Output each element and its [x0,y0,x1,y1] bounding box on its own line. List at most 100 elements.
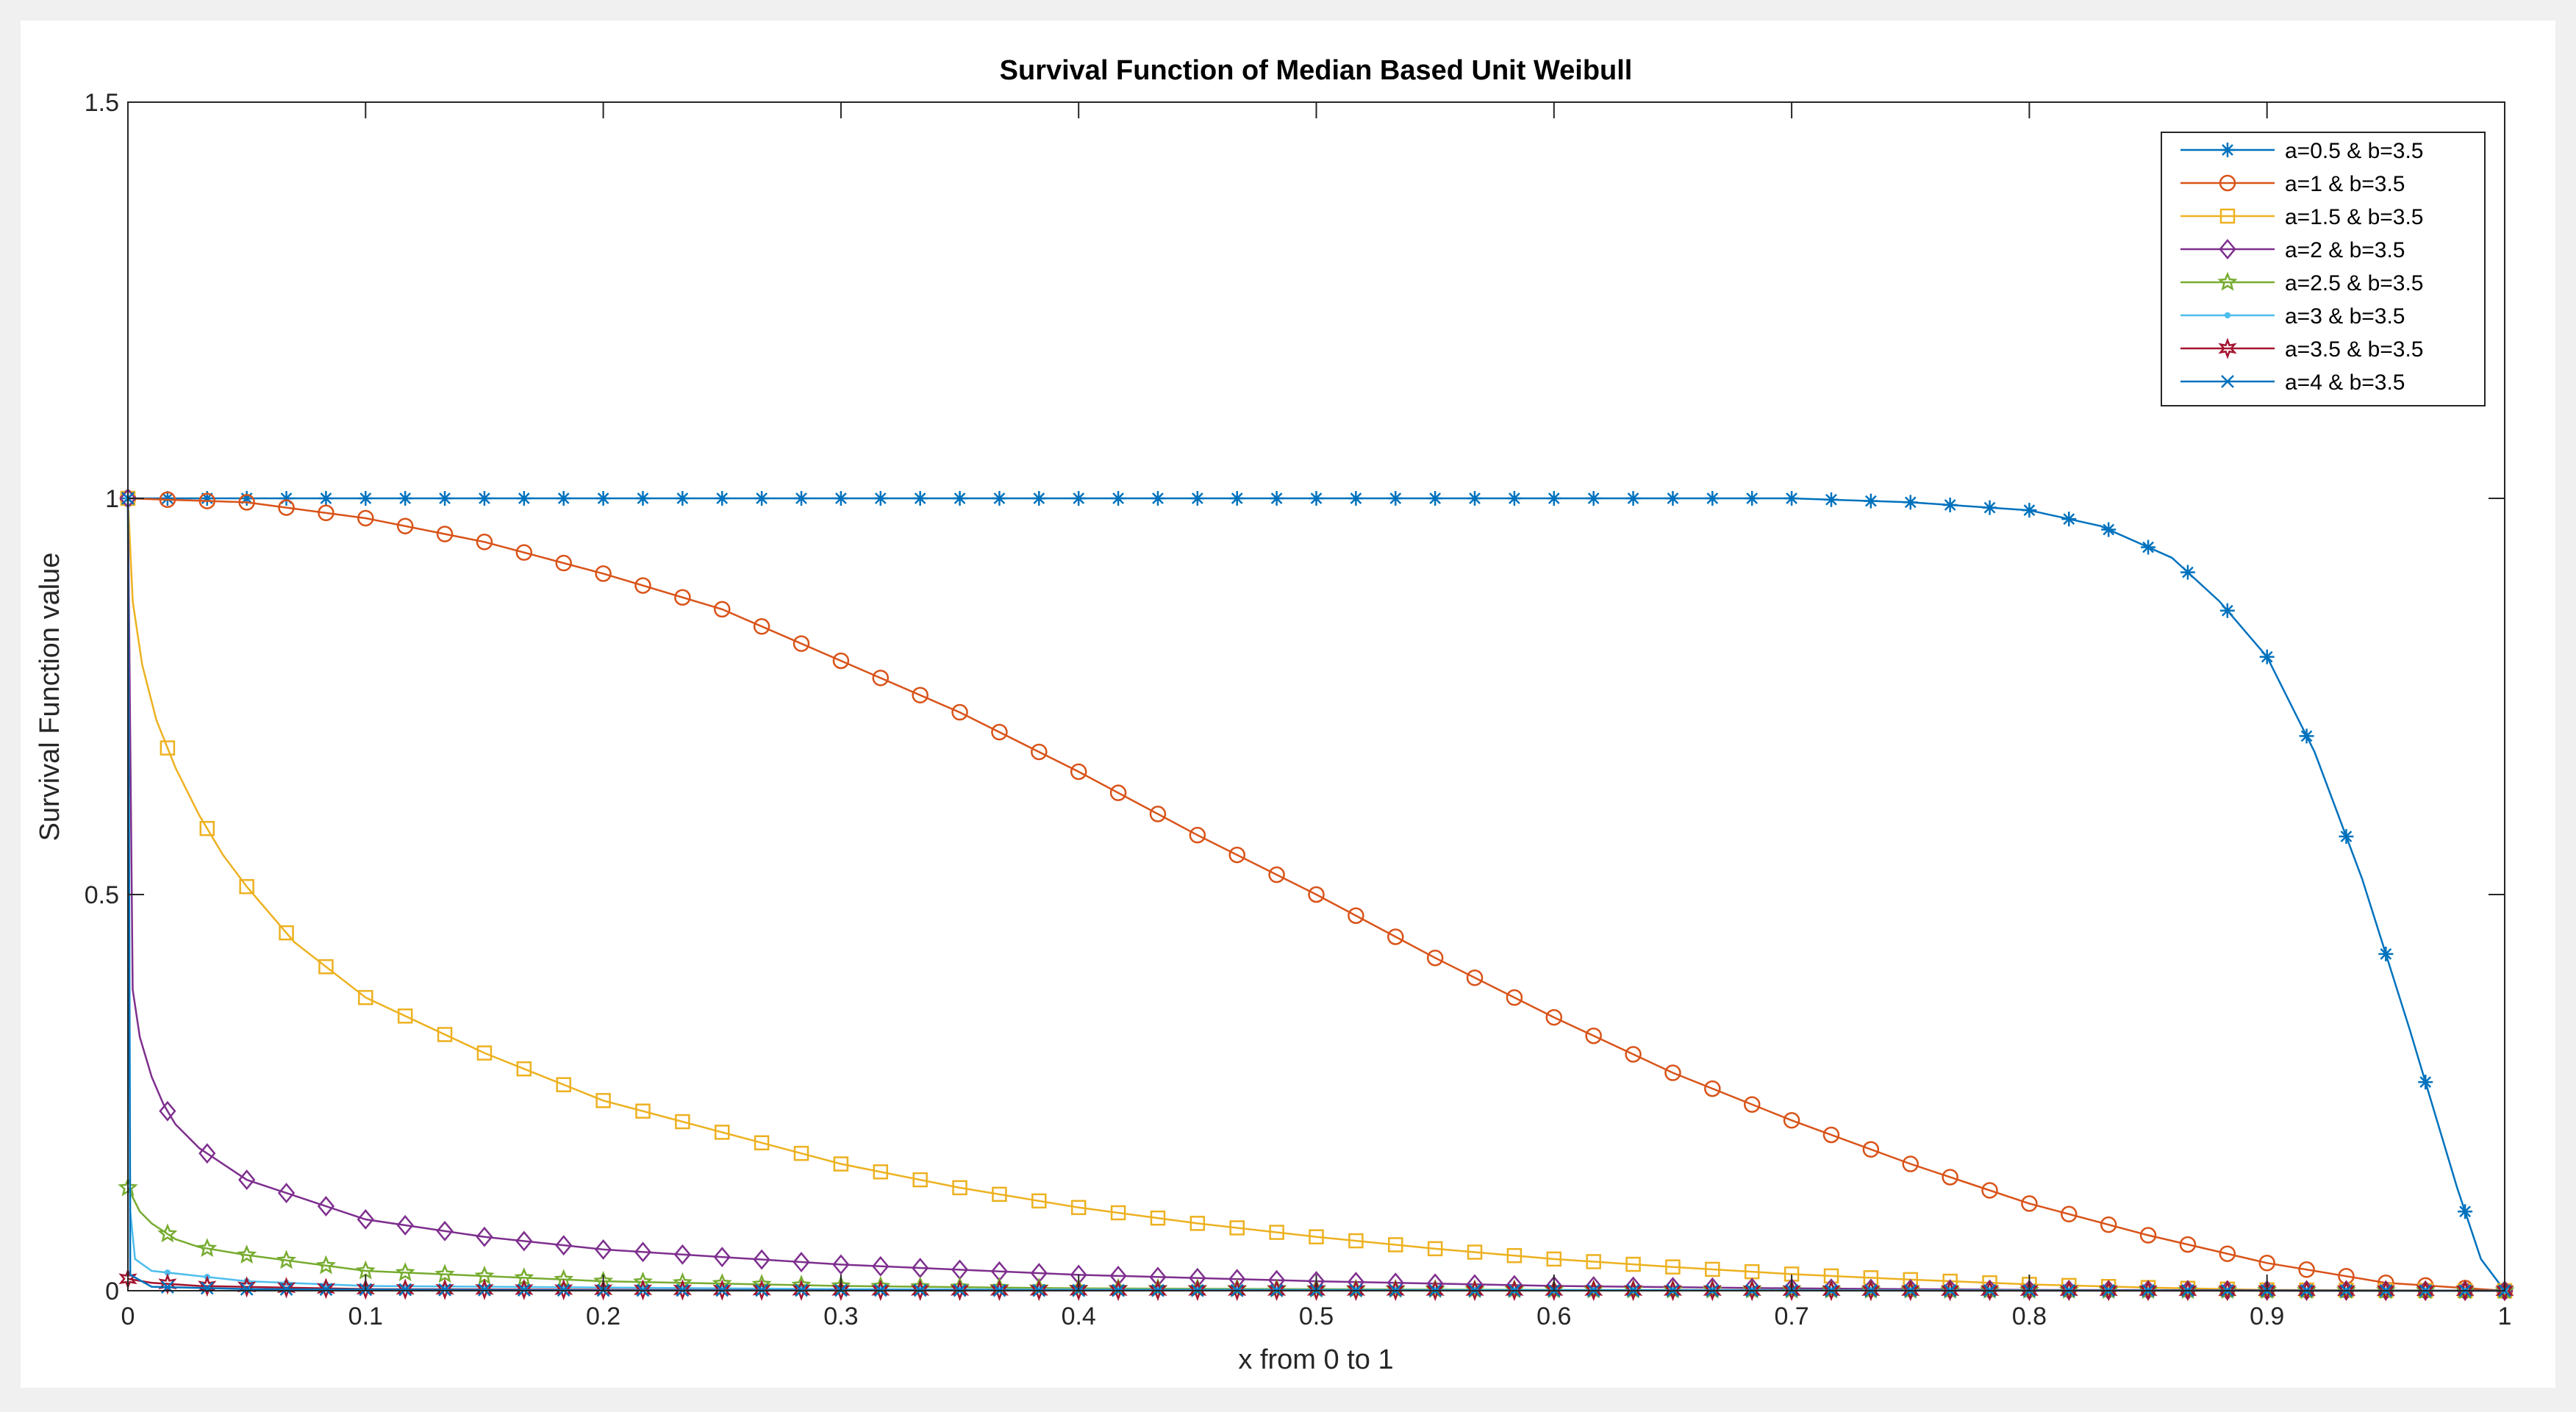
data-marker [437,1027,453,1042]
data-marker [1980,1280,2000,1302]
data-marker [1189,826,1206,844]
x-axis-label: x from 0 to 1 [1238,1344,1393,1375]
legend-marker [2217,271,2238,291]
legend-entry-a-3-5-b-3-5: a=3.5 & b=3.5 [2180,337,2424,362]
data-marker [2180,565,2195,580]
data-marker [160,491,175,506]
data-marker [436,1220,454,1241]
data-marker [1745,491,1760,506]
series-a-0-5-b-3-5 [121,491,2512,1298]
data-marker [1625,491,1641,506]
data-marker [912,687,929,703]
data-marker [1981,1182,1998,1199]
data-marker [1585,1027,1602,1044]
data-marker [2418,1075,2433,1090]
data-marker [555,1235,573,1256]
data-marker [1466,969,1484,986]
data-marker [476,1226,493,1247]
y-tick-label: 1.5 [85,89,119,117]
data-marker [793,635,810,652]
data-marker [713,1247,731,1268]
data-marker [2100,1216,2117,1233]
data-marker [1031,1193,1047,1209]
tick-layer: 0 0.1 0.2 0.3 0.4 0.5 0.6 0.7 0.8 0.9 1 0 0.5 1 1.5 [85,89,2512,1330]
data-marker [715,491,730,506]
data-marker [1428,491,1443,506]
data-marker [912,1172,928,1188]
data-marker [1346,1280,1366,1302]
data-marker [1822,1280,1841,1302]
data-marker [356,1278,375,1300]
data-marker [595,1093,611,1108]
data-marker [1545,1275,1563,1297]
data-marker [1269,491,1284,506]
data-marker [674,589,691,606]
data-marker [1069,1279,1088,1302]
data-marker [554,1278,573,1301]
data-marker [831,1279,851,1302]
data-marker [1545,1008,1563,1026]
data-marker [2059,1280,2078,1302]
data-marker [754,1135,770,1151]
data-marker [2179,1236,2197,1253]
data-marker [200,1281,214,1295]
data-marker [1070,763,1087,781]
data-marker [1822,1126,1840,1144]
data-marker [2458,1204,2473,1219]
data-marker [871,1279,890,1302]
x-tick-label: 0.6 [1536,1302,1571,1330]
data-marker [1070,1200,1087,1216]
data-marker [951,703,968,721]
data-marker [556,1077,571,1092]
x-tick-label: 1 [2498,1302,2512,1330]
data-marker [1111,491,1126,506]
data-marker [436,526,454,542]
data-marker [2021,1195,2038,1212]
data-marker [675,1114,690,1130]
data-marker [793,1252,810,1272]
data-marker [316,1277,335,1300]
data-marker [1703,1280,1722,1302]
data-marker [833,491,848,506]
data-marker [1861,1280,1881,1302]
data-marker [634,577,651,594]
data-marker [158,1273,177,1295]
data-marker [1387,928,1404,945]
data-marker [476,491,492,506]
data-marker [1149,1266,1167,1288]
data-marker [1784,491,1800,506]
x-tick-label: 0.2 [586,1302,620,1330]
data-marker [1546,1251,1562,1267]
data-marker [2416,1280,2435,1302]
legend-label: a=3 & b=3.5 [2285,304,2405,329]
data-marker [278,499,295,516]
legend-label: a=4 & b=3.5 [2285,370,2405,395]
data-marker [1148,1279,1167,1302]
series-a-1-b-3-5 [119,490,2514,1300]
data-marker [1189,491,1205,506]
data-marker [2139,1227,2157,1244]
data-marker [238,1169,256,1191]
data-marker [1863,493,1878,509]
data-marker [1188,1279,1207,1302]
data-marker [317,1196,335,1216]
data-marker [1586,1254,1601,1269]
data-marker [1704,1080,1721,1097]
data-marker [318,491,334,506]
data-marker [1425,1280,1445,1302]
data-marker [1625,1046,1642,1063]
data-marker [634,1241,652,1263]
data-marker [873,491,888,506]
data-marker [2178,1280,2197,1302]
x-tick-label: 0.7 [1774,1302,1808,1330]
data-marker [1269,1225,1284,1240]
data-marker [159,1100,176,1122]
data-marker [2259,649,2275,664]
legend-label: a=2.5 & b=3.5 [2285,271,2424,295]
data-marker [478,1283,491,1297]
data-marker [2219,603,2235,618]
legend-marker [2220,143,2235,157]
data-marker [1109,1280,1128,1302]
data-marker [912,491,928,506]
